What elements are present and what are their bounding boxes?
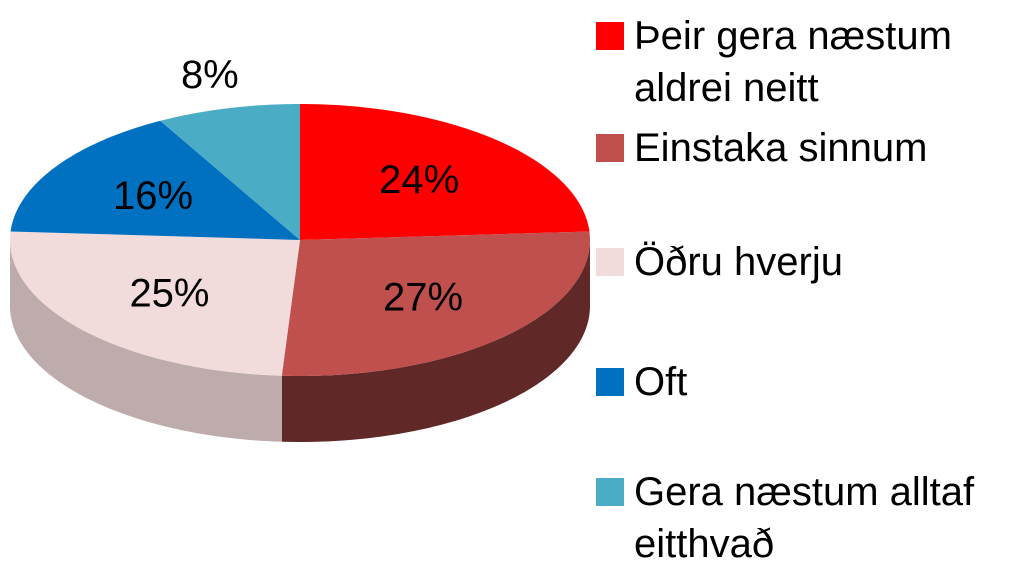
legend-item: Gera næstum alltaf eitthvað bbox=[596, 466, 1006, 570]
legend-item: Öðru hverju bbox=[596, 236, 1006, 288]
legend-swatch bbox=[596, 134, 624, 162]
legend-swatch bbox=[596, 368, 624, 396]
pie-slice-side bbox=[281, 240, 590, 442]
data-label: 25% bbox=[129, 272, 209, 316]
pie-slice bbox=[10, 120, 301, 240]
legend-label: Öðru hverju bbox=[634, 240, 843, 284]
data-label: 27% bbox=[383, 275, 463, 319]
legend-label: Þeir gera næstum aldrei neitt bbox=[634, 14, 952, 110]
legend-swatch bbox=[596, 248, 624, 276]
legend-swatch bbox=[596, 478, 624, 506]
pie-slice bbox=[281, 231, 590, 376]
legend-item: Oft bbox=[596, 356, 1006, 408]
legend-label: Einstaka sinnum bbox=[634, 126, 928, 170]
pie-area: 24% 27% 25% 16% 8% bbox=[10, 53, 590, 442]
pie-slice bbox=[160, 104, 300, 240]
data-label: 8% bbox=[181, 53, 239, 97]
legend-label: Oft bbox=[634, 360, 688, 404]
data-label: 16% bbox=[113, 174, 193, 218]
pie-slice-side bbox=[10, 240, 282, 442]
legend-label: Gera næstum alltaf eitthvað bbox=[634, 470, 975, 566]
data-label: 24% bbox=[379, 158, 459, 202]
pie-slice bbox=[10, 231, 301, 376]
pie-slice bbox=[300, 104, 590, 240]
legend-item: Þeir gera næstum aldrei neitt bbox=[596, 10, 1006, 114]
legend-swatch bbox=[596, 22, 624, 50]
legend-item: Einstaka sinnum bbox=[596, 122, 1006, 174]
